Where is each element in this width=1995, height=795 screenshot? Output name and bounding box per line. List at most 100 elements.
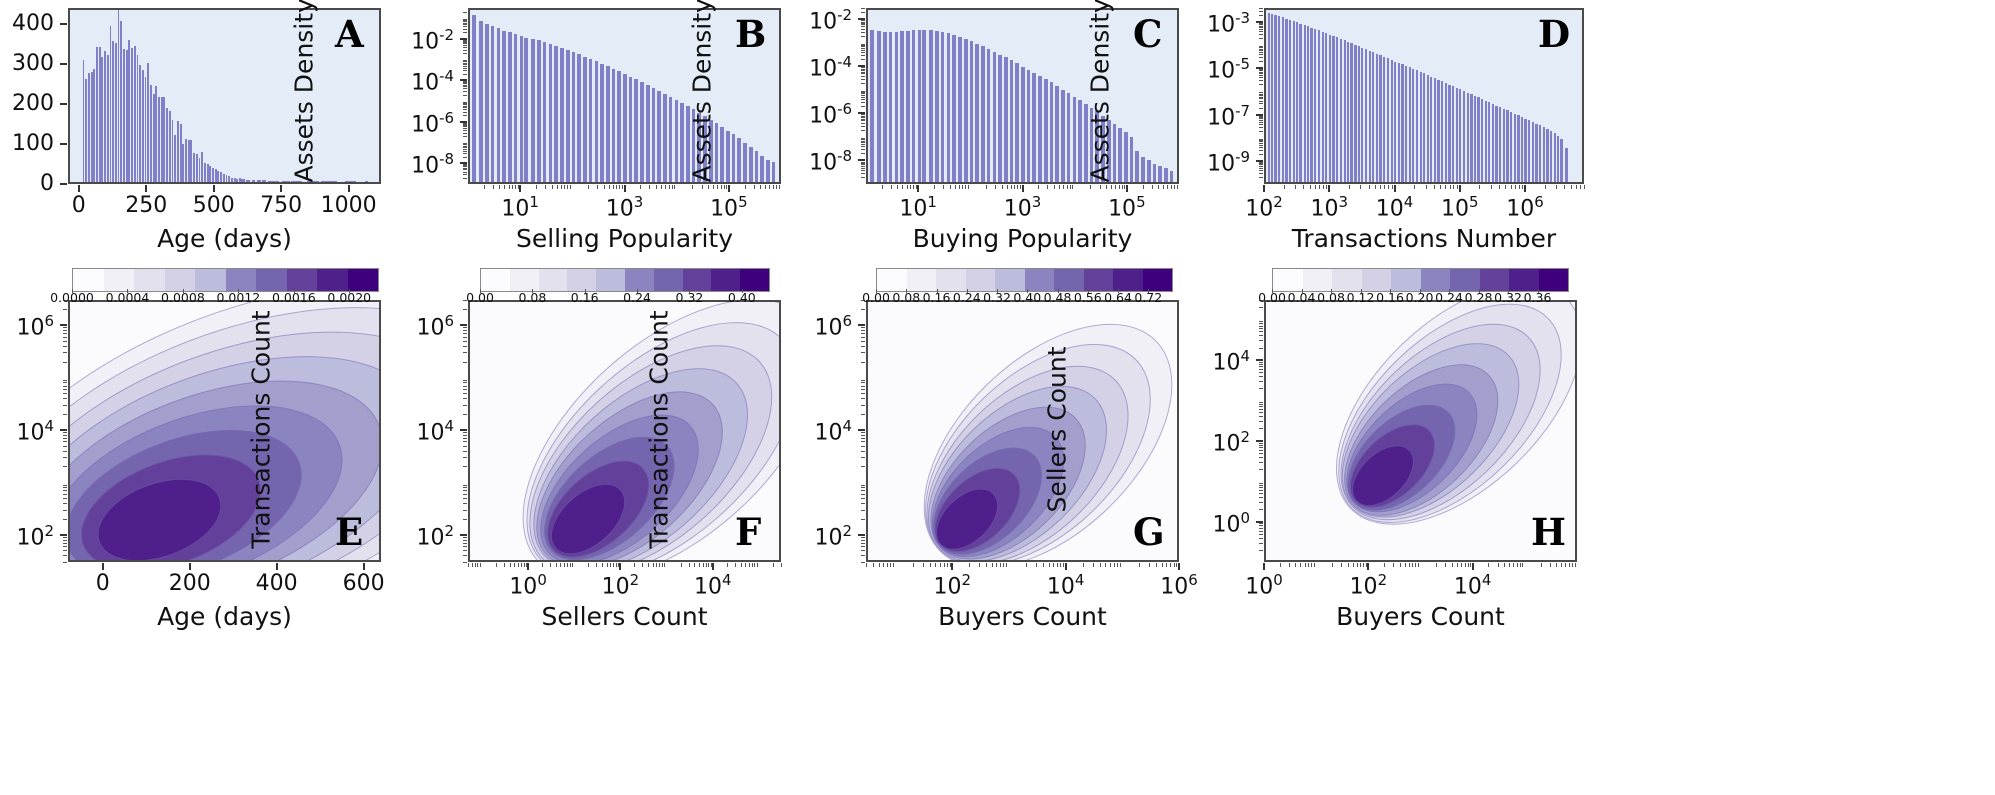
y-minor-tickmark [463,441,467,443]
x-minor-tickmark [1356,563,1358,567]
x-minor-tickmark [656,563,658,567]
y-minor-tickmark [463,487,467,489]
x-minor-tickmark [474,563,476,567]
y-tick-label: 10-8 [411,150,454,179]
x-minor-tickmark [1113,563,1115,567]
y-minor-tickmark [861,75,865,77]
x-minor-tickmark [1092,563,1094,567]
x-minor-tickmark [596,563,598,567]
histogram-bar [766,159,770,182]
x-tick-label: 1000 [320,193,377,218]
histogram-bar [1415,70,1419,182]
histogram-bar [166,108,169,182]
colorbar-segment [225,269,256,291]
x-minor-tickmark [555,563,557,567]
x-minor-tickmark [1043,563,1045,567]
y-minor-tickmark [861,434,865,436]
x-tickmark [77,185,80,192]
y-minor-tickmark [463,490,467,492]
x-minor-tickmark [1571,563,1573,567]
x-minor-tickmark [713,185,715,189]
x-tickmark [1328,185,1331,192]
y-minor-tickmark [1259,61,1263,63]
histogram-bar [112,41,115,182]
y-tick-label: 10-7 [1207,101,1250,130]
x-minor-tickmark [1580,185,1582,189]
x-minor-tickmark [986,563,988,567]
y-minor-tickmark [463,153,467,155]
histogram-bar [720,126,724,182]
y-minor-tickmark [861,414,865,416]
histogram-bar [1506,110,1509,182]
x-minor-tickmark [483,185,485,189]
y-minor-tickmark [861,71,865,73]
y-minor-tickmark [1259,80,1263,82]
histogram-bar [1528,120,1531,182]
y-minor-tickmark [1259,14,1263,16]
y-minor-tickmark [1259,347,1263,349]
x-minor-tickmark [943,185,945,189]
y-minor-tickmark [861,441,865,443]
histogram-bar [365,181,369,182]
y-minor-tickmark [463,41,467,43]
y-tickmark [60,428,67,431]
histogram-bar [1003,57,1008,182]
y-tick-label: 10-6 [809,100,852,129]
x-minor-tickmark [751,563,753,567]
y-minor-tickmark [463,503,467,505]
y-minor-tickmark [1259,24,1263,26]
histogram-bar [1557,135,1560,182]
x-tickmark [280,185,283,192]
y-minor-tickmark [1259,139,1263,141]
x-tick-label: 500 [192,193,235,218]
colorbar-tickmark [906,289,908,293]
histogram-bar [1361,47,1364,182]
panel-letter-e: E [335,510,364,554]
y-minor-tickmark [861,432,865,434]
x-minor-tickmark [902,185,904,189]
y-minor-tickmark [1259,446,1263,448]
x-minor-tickmark [1063,185,1065,189]
y-minor-tickmark [463,336,467,338]
histogram-bar [239,178,241,182]
y-minor-tickmark [861,20,865,22]
x-minor-tickmark [1490,185,1492,189]
histogram-bar [1477,97,1480,182]
x-minor-tickmark [744,185,746,189]
colorbar-tick-label: 0.08 [892,290,921,305]
colorbar-ticks: 0.0000 0.0004 0.0008 0.0012 0.0016 0.0020 [50,289,377,308]
histogram-bar [1325,33,1328,182]
histogram-bar [731,134,736,182]
histogram-bar [876,31,881,182]
histogram-bar [1401,64,1404,182]
histogram-bar [911,30,916,182]
x-tickmark [101,563,104,570]
y-minor-tickmark [463,88,467,90]
y-minor-tickmark [463,145,467,147]
histogram-bar [1015,63,1019,182]
histogram-bar [583,56,587,182]
colorbar-tickmark [1419,289,1421,293]
x-minor-tickmark [1303,185,1305,189]
x-minor-tickmark [726,563,728,567]
colorbar-segment [596,269,625,291]
colorbar-tick-label: 0.04 [1287,290,1316,305]
y-tick-label: 10-4 [809,53,852,82]
x-minor-tickmark [1313,563,1315,567]
y-minor-tickmark [1259,69,1263,71]
x-tickmark [519,185,522,192]
y-minor-tickmark [861,167,865,169]
x-minor-tickmark [572,563,574,567]
y-minor-tickmark [861,539,865,541]
y-minor-tickmark [1259,126,1263,128]
y-minor-tickmark [1259,100,1263,102]
histogram-bars [70,10,379,182]
x-minor-tickmark [1388,185,1390,189]
x-tick-label: 100 [509,571,547,600]
x-tickmark [1021,185,1024,192]
y-minor-tickmark [861,92,865,94]
y-minor-tickmark [1259,527,1263,529]
x-minor-tickmark [1069,185,1071,189]
x-minor-tickmark [1295,185,1297,189]
